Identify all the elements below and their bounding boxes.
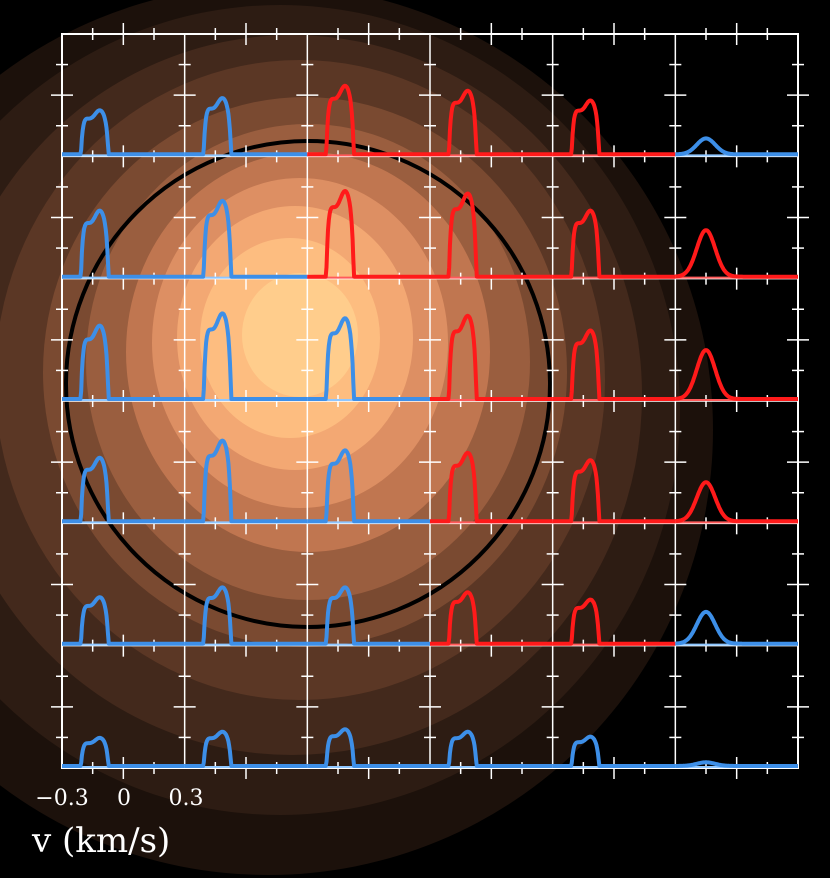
spectrum-line <box>551 597 677 646</box>
spectrum-line <box>183 198 309 279</box>
spectrum-line <box>183 96 309 157</box>
spectrum-line <box>428 191 554 279</box>
spectrum-line <box>183 438 309 524</box>
x-tick-label: −0.3 <box>35 786 88 811</box>
spectrum-line <box>551 208 677 279</box>
x-axis-title: v (km/s) <box>31 821 170 861</box>
spectrum-line <box>674 348 800 401</box>
spectrum-line <box>60 208 186 279</box>
spectrum-line <box>674 609 800 646</box>
spectrum-line <box>60 735 186 768</box>
spectrum-line <box>306 189 432 279</box>
spectrum-line <box>306 727 432 768</box>
spectrum-line <box>306 585 432 646</box>
spectrum-line <box>551 98 677 157</box>
spectrum-line <box>306 316 432 401</box>
x-axis: −0.3 0 0.3 v (km/s) <box>31 786 204 861</box>
spectrum-line <box>674 480 800 524</box>
spectrum-line <box>428 590 554 646</box>
spectra-layer <box>60 83 800 768</box>
spectrum-line <box>674 228 800 279</box>
spectrum-line <box>428 450 554 524</box>
spectrum-line <box>306 83 432 157</box>
spectrum-line <box>428 729 554 768</box>
spectrum-line <box>60 595 186 646</box>
spectrum-line <box>428 313 554 401</box>
spectrum-line <box>183 585 309 646</box>
spectrum-line <box>674 136 800 157</box>
spectrum-line <box>60 455 186 524</box>
spectrum-line <box>551 328 677 401</box>
spectrum-line <box>183 311 309 401</box>
spectrum-line <box>551 734 677 768</box>
spectrum-line <box>60 323 186 401</box>
spectrum-line <box>306 448 432 524</box>
spectrum-line <box>428 88 554 157</box>
x-tick-label: 0.3 <box>169 786 204 811</box>
contour-level <box>242 273 358 397</box>
x-tick-label: 0 <box>117 786 131 811</box>
spectrum-line <box>60 108 186 157</box>
spectrum-line <box>551 458 677 524</box>
spectrum-line <box>183 729 309 768</box>
spectrum-line <box>674 760 800 768</box>
